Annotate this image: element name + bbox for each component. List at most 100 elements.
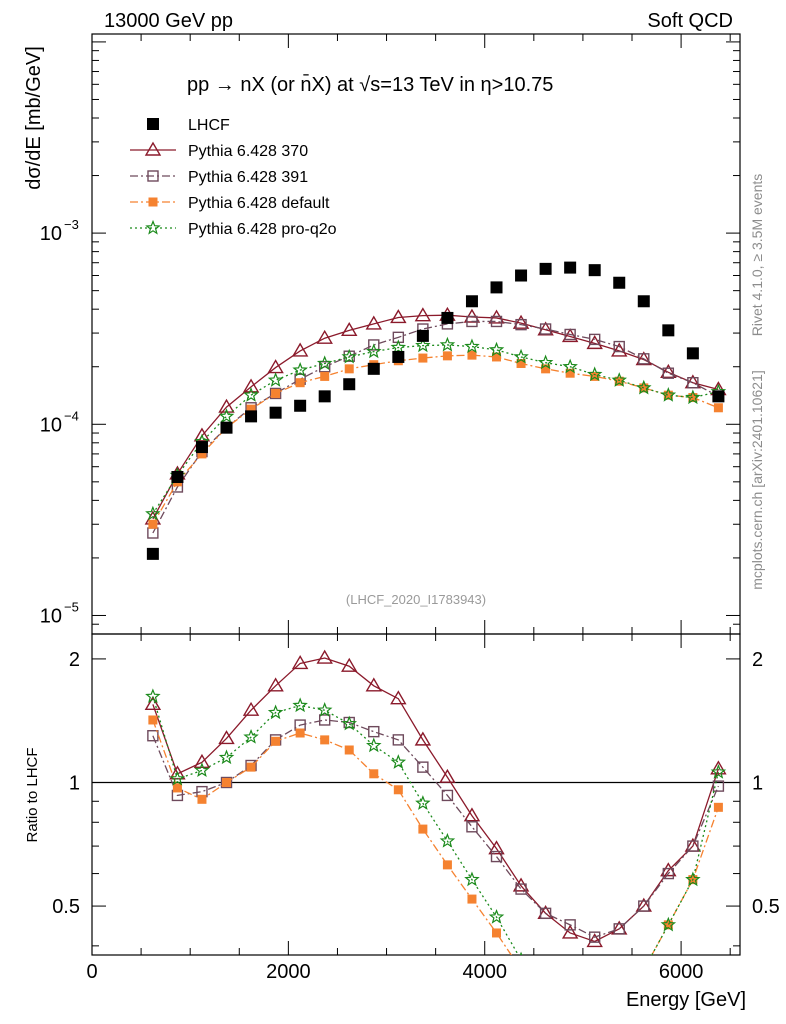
main-series-0-point bbox=[245, 410, 258, 423]
ratio-series-3-point bbox=[660, 916, 677, 932]
ratio-series-1-point bbox=[539, 907, 552, 920]
legend-marker bbox=[148, 197, 158, 207]
ratio-series-2-point bbox=[295, 728, 305, 738]
ratio-series-3-point bbox=[564, 991, 576, 1003]
main-series-4-point bbox=[562, 358, 578, 374]
ratio-series-3-point bbox=[685, 871, 701, 887]
main-series-3-point bbox=[467, 350, 477, 360]
main-series-3-line bbox=[152, 354, 719, 525]
main-series-4-point bbox=[611, 372, 627, 387]
main-series-4-point bbox=[366, 343, 382, 359]
legend-marker bbox=[145, 219, 161, 235]
ratio-series-3-point bbox=[194, 762, 210, 778]
main-series-3-point bbox=[320, 371, 330, 381]
main-series-2-point bbox=[687, 377, 699, 389]
y-tick-label: 10 bbox=[40, 605, 62, 627]
main-series-0-point bbox=[220, 421, 233, 434]
main-series-1-point bbox=[586, 334, 603, 350]
legend-marker bbox=[144, 141, 162, 156]
ratio-series-0-point bbox=[414, 731, 432, 746]
main-series-3-point bbox=[713, 403, 723, 413]
ratio-series-2-point bbox=[222, 777, 232, 787]
main-series-1-point bbox=[291, 342, 309, 357]
main-series-0-point bbox=[662, 324, 675, 337]
ratio-y-tick-label: 2 bbox=[69, 649, 80, 671]
ratio-series-3-point bbox=[539, 979, 551, 991]
legend: LHCF Pythia 6.428 370 Pythia 6.428 391 Pyth… bbox=[130, 117, 337, 238]
main-series-4-point bbox=[292, 361, 308, 377]
ratio-series-2-point bbox=[590, 1005, 599, 1014]
legend-label: Pythia 6.428 370 bbox=[188, 143, 308, 160]
main-series-0-point bbox=[146, 547, 159, 560]
ratio-series-2-line bbox=[152, 719, 720, 955]
ratio-series-3-point bbox=[169, 770, 186, 786]
ratio-series-0-point bbox=[390, 690, 407, 705]
ratio-series-0-point bbox=[144, 695, 162, 711]
main-series-2-point bbox=[368, 339, 380, 351]
ratio-series-1-point bbox=[687, 840, 699, 852]
main-series-2-point bbox=[638, 353, 650, 365]
x-tick-label: 2000 bbox=[266, 961, 311, 983]
legend-marker bbox=[147, 118, 159, 130]
ratio-series-1-point bbox=[466, 821, 478, 833]
y-tick-label: 10 bbox=[40, 414, 62, 436]
main-series-4-point bbox=[636, 379, 652, 395]
ratio-series-1-point bbox=[638, 900, 650, 912]
main-series-2-point bbox=[588, 333, 601, 346]
main-y-axis-label: dσ/dE [mb/GeV] bbox=[23, 46, 45, 190]
ratio-series-0-point bbox=[316, 649, 333, 664]
main-series-1-point bbox=[242, 378, 260, 393]
ratio-series-1-point bbox=[318, 714, 331, 726]
ratio-series-1-point bbox=[613, 923, 625, 935]
ratio-series-1-line bbox=[152, 719, 719, 938]
ratio-series-0-point bbox=[291, 655, 309, 670]
ratio-y-tick-label: 1 bbox=[69, 772, 80, 794]
ratio-series-2-point bbox=[663, 920, 673, 930]
ratio-series-1-point bbox=[564, 919, 576, 931]
main-series-0-point bbox=[637, 295, 650, 308]
main-series-2-point bbox=[515, 318, 527, 331]
main-series-1-point bbox=[341, 321, 358, 337]
ratio-series-0-point bbox=[586, 933, 603, 948]
ratio-series-0-point bbox=[488, 840, 505, 855]
ratio-series-3-point bbox=[316, 702, 333, 717]
y-tick-label: 10 bbox=[40, 223, 62, 245]
main-series-3-point bbox=[663, 390, 673, 400]
ratio-series-0-point bbox=[218, 730, 235, 745]
main-series-3-point bbox=[590, 371, 600, 381]
main-series-4-point bbox=[685, 389, 701, 405]
main-series-0-point bbox=[441, 311, 454, 324]
main-series-0-point bbox=[294, 399, 307, 412]
ratio-y-tick-label-right: 0.5 bbox=[752, 896, 780, 918]
main-series-2-point bbox=[269, 387, 282, 400]
main-series-3-point bbox=[295, 378, 305, 388]
ratio-series-0-line bbox=[152, 657, 720, 943]
legend-marker bbox=[147, 170, 159, 182]
y-tick-label-exponent: −3 bbox=[64, 217, 79, 232]
ratio-series-3-line bbox=[152, 696, 720, 955]
analysis-watermark: (LHCF_2020_I1783943) bbox=[346, 592, 486, 607]
main-series-3-point bbox=[541, 364, 551, 374]
main-series-3-point bbox=[492, 352, 502, 362]
ratio-series-3-point bbox=[613, 985, 625, 997]
ratio-series-3-point bbox=[341, 715, 357, 731]
ratio-series-2-point bbox=[713, 802, 723, 812]
ratio-series-3-point bbox=[218, 749, 235, 765]
main-series-4-line bbox=[152, 344, 719, 515]
rivet-version-label: Rivet 4.1.0, ≥ 3.5M events bbox=[749, 174, 765, 337]
ratio-series-2-point bbox=[442, 860, 452, 870]
main-series-1-point bbox=[267, 359, 284, 374]
ratio-series-1-point bbox=[490, 850, 503, 863]
main-series-3-point bbox=[688, 393, 698, 403]
ratio-series-0-point bbox=[463, 807, 481, 822]
ratio-series-2-point bbox=[393, 785, 403, 795]
main-series-4-point bbox=[488, 341, 505, 357]
main-series-4-point bbox=[586, 366, 603, 382]
main-series-4-point bbox=[439, 336, 456, 352]
main-series-1-point bbox=[611, 342, 628, 357]
main-series-4-point bbox=[316, 355, 333, 371]
ratio-series-3-point bbox=[415, 795, 431, 810]
header-left: 13000 GeV pp bbox=[104, 10, 233, 32]
ratio-series-2-point bbox=[369, 769, 379, 779]
ratio-series-2-point bbox=[615, 993, 624, 1002]
